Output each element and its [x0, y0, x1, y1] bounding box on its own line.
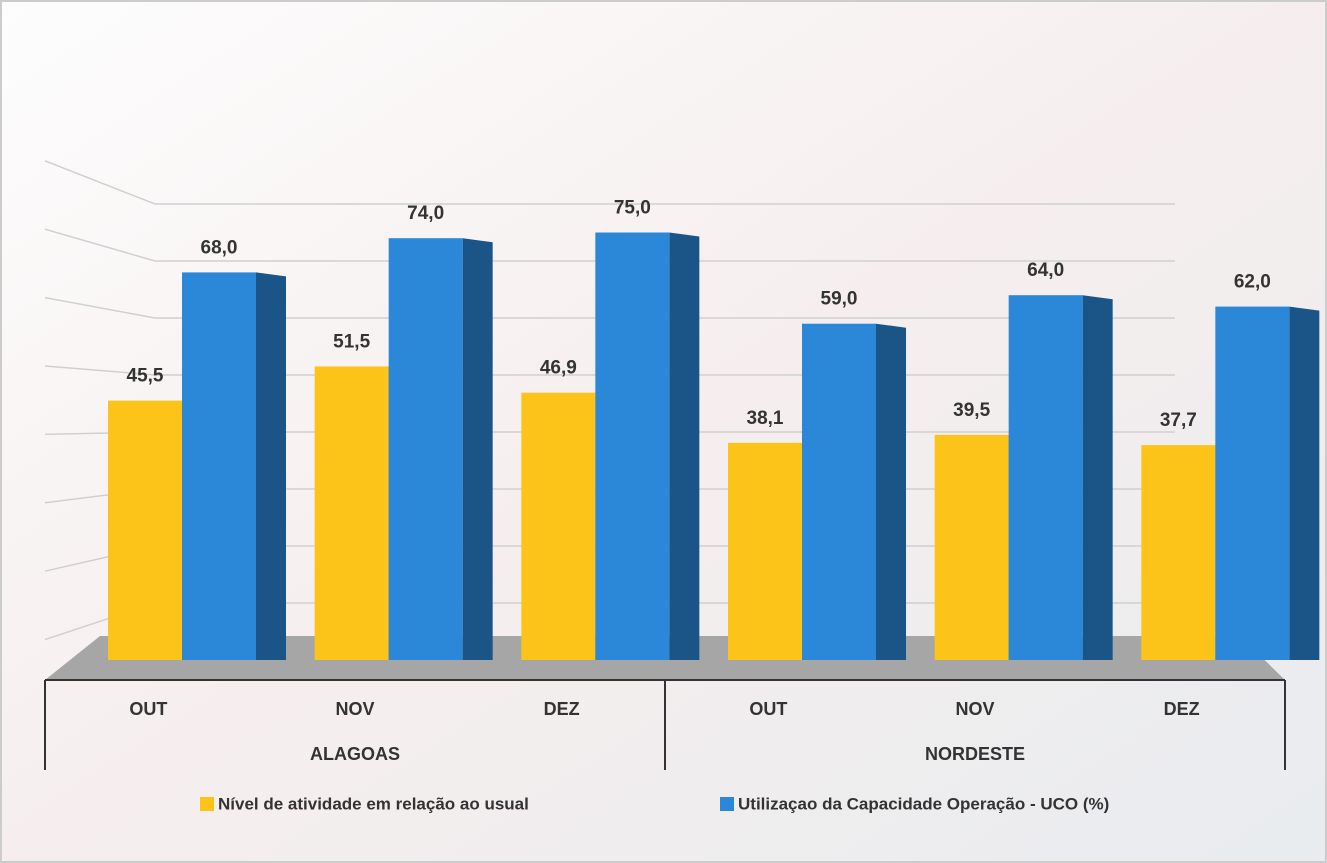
legend-swatch: [200, 797, 214, 811]
x-tick-label: NOV: [335, 699, 374, 719]
bar: [1215, 306, 1290, 660]
bar: [388, 238, 463, 660]
bar: [182, 272, 256, 660]
legend-swatch: [720, 797, 734, 811]
grid-line: [44, 160, 1175, 205]
bar-side: [1289, 306, 1320, 660]
bar: [934, 434, 1009, 660]
legend-label: Utilizaçao da Capacidade Operação - UCO …: [738, 794, 1109, 813]
bar-side: [462, 238, 493, 660]
data-label: 45,5: [127, 366, 164, 387]
x-tick-label: DEZ: [544, 699, 580, 719]
data-label: 59,0: [821, 289, 858, 310]
grid-line: [44, 296, 1175, 319]
data-label: 74,0: [407, 203, 444, 224]
bar-side: [876, 323, 906, 660]
bar: [1141, 445, 1216, 660]
group-label: NORDESTE: [925, 744, 1025, 764]
data-label: 62,0: [1234, 272, 1271, 293]
bar-side: [256, 272, 286, 660]
x-tick-label: OUT: [749, 699, 787, 719]
data-label: 68,0: [201, 237, 238, 258]
bar: [108, 400, 182, 660]
bar-side: [1082, 295, 1113, 660]
bar-side: [669, 232, 700, 660]
bar: [1008, 295, 1083, 660]
bar: [521, 392, 596, 660]
legend-label: Nível de atividade em relação ao usual: [218, 794, 529, 813]
x-tick-label: OUT: [129, 699, 167, 719]
x-tick-label: DEZ: [1164, 699, 1200, 719]
data-label: 64,0: [1027, 260, 1064, 281]
bar: [595, 232, 670, 660]
data-label: 51,5: [333, 331, 370, 352]
data-label: 37,7: [1160, 410, 1197, 431]
bar: [802, 323, 876, 660]
bar: [314, 366, 389, 660]
grid-line: [44, 228, 1175, 262]
data-label: 39,5: [953, 400, 990, 421]
group-label: ALAGOAS: [310, 744, 400, 764]
x-tick-label: NOV: [955, 699, 994, 719]
data-label: 38,1: [747, 408, 784, 429]
data-label: 75,0: [614, 198, 651, 219]
data-label: 46,9: [540, 358, 577, 379]
bar: [728, 442, 802, 660]
